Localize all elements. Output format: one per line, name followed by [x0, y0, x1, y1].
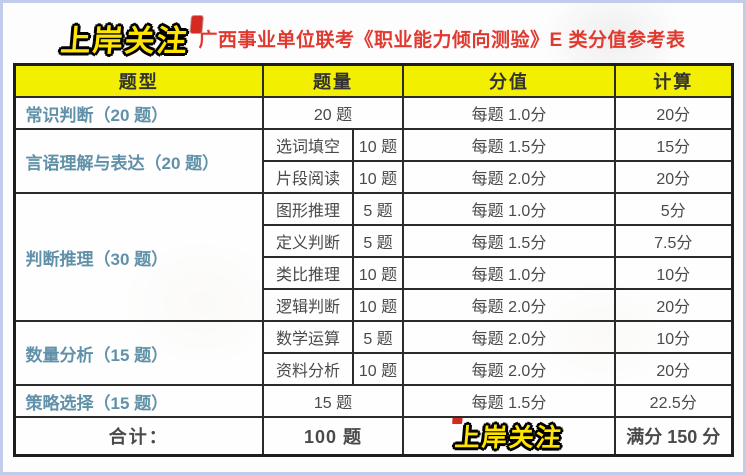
- table-footer-row: 合计： 100 题 上岸关注 满分 150 分: [13, 416, 733, 457]
- category-cell: 数量分析（15 题）: [13, 320, 264, 386]
- category-cell: 策略选择（15 题）: [13, 384, 264, 418]
- table-row: 策略选择（15 题） 15 题 每题 1.5分 22.5分: [13, 384, 733, 418]
- table-row: 判断推理（30 题） 图形推理 5 题 每题 1.0分 5分: [13, 192, 733, 322]
- count-cell: 20 题: [262, 96, 404, 130]
- category-cell: 常识判断（20 题）: [13, 96, 264, 130]
- page-title: 广西事业单位联考《职业能力倾向测验》E 类分值参考表: [198, 29, 686, 51]
- subtype-cell: 资料分析: [262, 352, 354, 386]
- table-row: 定义判断 5 题 每题 1.5分 7.5分: [14, 224, 733, 258]
- total-cell: 7.5分: [614, 224, 733, 258]
- count-cell: 10 题: [352, 128, 404, 162]
- count-cell: 5 题: [352, 224, 404, 258]
- subtype-cell: 选词填空: [262, 128, 354, 162]
- count-cell: 10 题: [352, 288, 404, 322]
- total-cell: 20分: [614, 288, 733, 322]
- per-question-cell: 每题 1.5分: [402, 384, 616, 418]
- count-cell: 10 题: [352, 160, 404, 194]
- title-bar: 上岸关注 广西事业单位联考《职业能力倾向测验》E 类分值参考表: [3, 3, 743, 61]
- per-question-cell: 每题 1.5分: [402, 224, 616, 258]
- category-cell: 言语理解与表达（20 题）: [13, 128, 264, 194]
- total-cell: 10分: [614, 320, 733, 354]
- per-question-cell: 每题 1.5分: [402, 128, 616, 162]
- footer-total-label: 合计：: [13, 416, 264, 457]
- subtype-cell: 片段阅读: [262, 160, 354, 194]
- category-cell: 判断推理（30 题）: [13, 192, 264, 322]
- col-header-score-value: 分值: [402, 63, 616, 98]
- table-row: 片段阅读 10 题 每题 2.0分 20分: [14, 160, 733, 194]
- total-cell: 10分: [614, 256, 733, 290]
- total-cell: 15分: [614, 128, 733, 162]
- count-cell: 5 题: [352, 320, 404, 354]
- per-question-cell: 每题 2.0分: [402, 160, 616, 194]
- count-cell: 15 题: [262, 384, 404, 418]
- total-cell: 20分: [614, 96, 733, 130]
- total-cell: 5分: [614, 192, 733, 226]
- per-question-cell: 每题 2.0分: [402, 352, 616, 386]
- subtype-cell: 类比推理: [262, 256, 354, 290]
- table-row: 类比推理 10 题 每题 1.0分 10分: [14, 256, 733, 290]
- table-header-row: 题型 题量 分值 计算: [13, 63, 733, 98]
- footer-watermark-cell: 上岸关注: [402, 416, 616, 457]
- subtype-cell: 图形推理: [262, 192, 354, 226]
- per-question-cell: 每题 1.0分: [402, 192, 616, 226]
- shangan-logo: 上岸关注: [58, 16, 203, 60]
- table-row: 常识判断（20 题） 20 题 每题 1.0分 20分: [13, 96, 733, 130]
- watermark-text: 上岸关注: [453, 424, 565, 452]
- table-row: 言语理解与表达（20 题） 选词填空 10 题 每题 1.5分 15分: [13, 128, 733, 194]
- total-cell: 22.5分: [614, 384, 733, 418]
- count-cell: 5 题: [352, 192, 404, 226]
- shangan-logo-watermark: 上岸关注: [452, 418, 565, 454]
- red-stamp-icon: [452, 418, 464, 424]
- subtype-cell: 数学运算: [262, 320, 354, 354]
- logo-text: 上岸关注: [58, 25, 190, 58]
- col-header-question-type: 题型: [13, 63, 264, 98]
- col-header-question-count: 题量: [262, 63, 404, 98]
- footer-max-score: 满分 150 分: [614, 416, 733, 457]
- score-reference-table: 题型 题量 分值 计算 常识判断（20 题） 20 题 每题 1.0分 20分 …: [12, 63, 734, 457]
- table-row: 数量分析（15 题） 数学运算 5 题 每题 2.0分 10分: [13, 320, 733, 386]
- col-header-calculation: 计算: [614, 63, 733, 98]
- subtype-cell: 定义判断: [262, 224, 354, 258]
- total-cell: 20分: [614, 352, 733, 386]
- per-question-cell: 每题 1.0分: [402, 256, 616, 290]
- count-cell: 10 题: [352, 352, 404, 386]
- per-question-cell: 每题 1.0分: [402, 96, 616, 130]
- per-question-cell: 每题 2.0分: [402, 320, 616, 354]
- table-row: 逻辑判断 10 题 每题 2.0分 20分: [14, 288, 733, 322]
- red-stamp-icon: [189, 16, 203, 33]
- subtype-cell: 逻辑判断: [262, 288, 354, 322]
- footer-question-count: 100 题: [262, 416, 404, 457]
- count-cell: 10 题: [352, 256, 404, 290]
- per-question-cell: 每题 2.0分: [402, 288, 616, 322]
- table-row: 资料分析 10 题 每题 2.0分 20分: [14, 352, 733, 386]
- total-cell: 20分: [614, 160, 733, 194]
